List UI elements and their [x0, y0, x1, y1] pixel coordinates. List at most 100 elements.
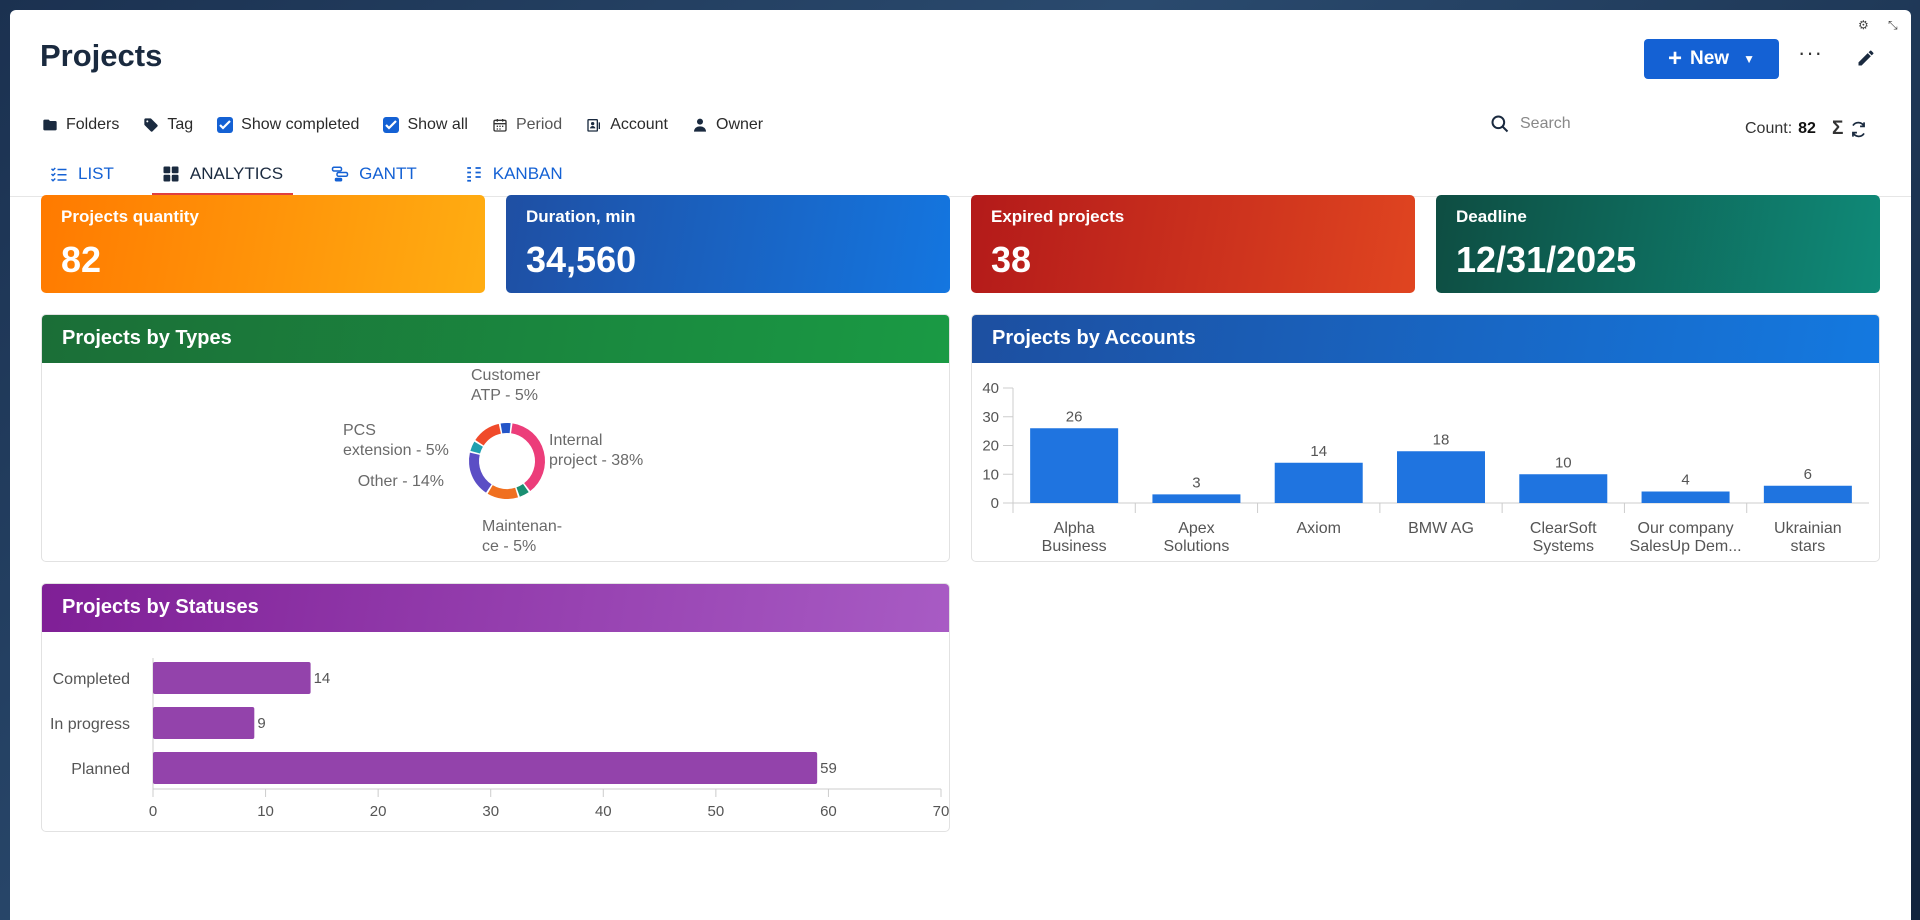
sum-icon[interactable]: Σ — [1831, 118, 1844, 139]
more-button[interactable]: ··· — [1798, 40, 1823, 65]
kpi-deadline: Deadline 12/31/2025 — [1436, 195, 1880, 293]
owner-label: Owner — [716, 116, 764, 133]
tab-list-label: LIST — [78, 164, 114, 183]
account-icon — [587, 119, 601, 132]
types-donut-chart: Internal project - 38% Maintenan-ce - 5% Ot… — [343, 367, 643, 555]
kpi-value: 38 — [991, 239, 1032, 280]
y-tick-label: 10 — [982, 466, 999, 483]
folders-filter[interactable]: Folders — [42, 116, 119, 134]
y-tick-label: 20 — [982, 438, 999, 455]
bar-value-label: 9 — [257, 715, 265, 732]
donut-label: Internal — [549, 432, 602, 449]
show-all-checkbox[interactable]: Show all — [383, 116, 468, 134]
x-tick-label: Ukrainian — [1774, 520, 1842, 537]
kpi-duration: Duration, min 34,560 — [506, 195, 950, 293]
tab-analytics[interactable]: ANALYTICS — [151, 158, 294, 195]
search-placeholder: Search — [1520, 115, 1571, 132]
y-tick-label: Planned — [71, 761, 130, 778]
accounts-chart-card: Projects by Accounts 0 10 20 30 40 26 Alpha Bus… — [971, 314, 1880, 562]
types-chart-card: Projects by Types Internal project - 38% M… — [41, 314, 950, 562]
bar-value-label: 18 — [1433, 431, 1450, 448]
kpi-label: Deadline — [1456, 207, 1527, 226]
show-completed-checkbox[interactable]: Show completed — [217, 116, 359, 134]
tab-list[interactable]: LIST — [40, 158, 124, 194]
y-tick-label: 30 — [982, 409, 999, 426]
chevron-down-icon[interactable]: ▼ — [1743, 52, 1755, 66]
tag-filter[interactable]: Tag — [143, 116, 193, 134]
x-tick-label: Business — [1042, 538, 1107, 555]
donut-label: Other - 14% — [358, 473, 444, 490]
view-tabs: LIST ANALYTICS GANTT KANBAN — [40, 158, 601, 195]
donut-label: ce - 5% — [482, 538, 536, 555]
count-display: Count: 82 Σ — [1745, 118, 1868, 140]
tab-kanban[interactable]: KANBAN — [455, 158, 573, 194]
x-tick-label: stars — [1791, 538, 1826, 555]
y-tick-label: In progress — [50, 716, 130, 733]
bar — [1274, 462, 1363, 503]
kpi-projects-quantity: Projects quantity 82 — [41, 195, 485, 293]
gantt-icon — [331, 166, 349, 182]
x-tick-label: Apex — [1178, 520, 1214, 537]
folders-label: Folders — [66, 116, 120, 133]
bar — [153, 707, 255, 739]
kpi-expired-projects: Expired projects 38 — [971, 195, 1415, 293]
bar — [153, 662, 311, 694]
donut-label: Maintenan- — [482, 518, 562, 535]
y-tick-label: 0 — [991, 495, 999, 512]
donut-slice — [487, 485, 519, 499]
tabs-divider — [10, 196, 1911, 197]
donut-slice — [475, 423, 501, 446]
bar — [1519, 474, 1608, 503]
x-tick-label: Systems — [1533, 538, 1594, 555]
x-tick-label: 0 — [149, 803, 157, 820]
edit-icon[interactable] — [1856, 48, 1878, 70]
x-tick-label: 70 — [933, 803, 950, 820]
bar-value-label: 10 — [1555, 454, 1572, 471]
x-tick-label: Alpha — [1054, 520, 1095, 537]
kpi-value: 12/31/2025 — [1456, 239, 1637, 280]
plus-icon: + — [1668, 45, 1683, 72]
kpi-label: Projects quantity — [61, 207, 199, 226]
dashboard-icon — [163, 166, 179, 182]
period-filter[interactable]: Period — [492, 116, 562, 134]
statuses-bar-chart: 0 10 20 30 40 50 60 70 14 Completed 9 In progress 59… — [50, 658, 950, 820]
kpi-label: Expired projects — [991, 207, 1125, 226]
bar — [153, 752, 818, 784]
bar — [1641, 491, 1730, 503]
donut-slice — [511, 423, 545, 492]
donut-label: project - 38% — [549, 452, 643, 469]
bar-value-label: 14 — [314, 670, 331, 687]
x-tick-label: 30 — [482, 803, 499, 820]
account-filter[interactable]: Account — [586, 116, 668, 134]
new-button[interactable]: + New ▼ — [1644, 39, 1779, 79]
tab-gantt[interactable]: GANTT — [321, 158, 427, 194]
new-button-label: New — [1690, 48, 1730, 69]
bar — [1030, 428, 1119, 503]
tag-icon — [144, 118, 159, 132]
statuses-chart-card: Projects by Statuses 0 10 20 30 40 50 60 70 14 Co… — [41, 583, 950, 832]
x-tick-label: 10 — [257, 803, 274, 820]
show-all-label: Show all — [407, 116, 468, 133]
tab-kanban-label: KANBAN — [492, 164, 563, 183]
card-header: Projects by Accounts — [972, 315, 1879, 363]
owner-filter[interactable]: Owner — [692, 116, 763, 134]
refresh-icon[interactable] — [1849, 120, 1868, 139]
bar-value-label: 59 — [820, 760, 837, 777]
x-tick-label: 50 — [708, 803, 725, 820]
card-header: Projects by Types — [42, 315, 949, 363]
settings-icon[interactable]: ⚙ — [1858, 18, 1869, 32]
donut-slice — [500, 423, 511, 434]
x-tick-label: 40 — [595, 803, 612, 820]
collapse-icon[interactable]: ⤡ — [1888, 18, 1898, 32]
bar-value-label: 14 — [1310, 443, 1327, 460]
donut-label: ATP - 5% — [471, 387, 538, 404]
donut-label: extension - 5% — [343, 442, 449, 459]
page-title: Projects — [40, 38, 163, 73]
checklist-icon — [50, 167, 67, 182]
folder-icon — [43, 119, 57, 131]
x-tick-label: Our company — [1638, 520, 1734, 537]
tag-label: Tag — [167, 116, 194, 133]
search-field[interactable]: Search — [1490, 114, 1680, 134]
bar — [1397, 451, 1485, 503]
